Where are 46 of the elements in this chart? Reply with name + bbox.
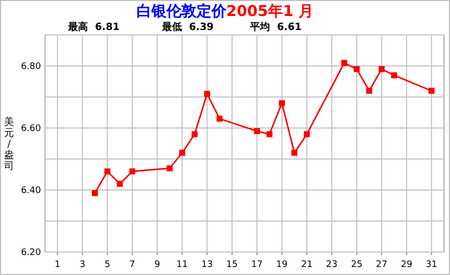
point [116, 180, 123, 187]
point [92, 190, 98, 196]
x-tick-label: 13 [201, 260, 213, 270]
y-axis-title: 美元/盎司 [4, 116, 14, 172]
x-tick-label: 21 [301, 260, 313, 270]
point [278, 100, 285, 106]
x-tick-label: 23 [326, 260, 338, 270]
point [304, 131, 310, 138]
x-tick-label: 25 [350, 260, 362, 270]
x-tick-label: 19 [276, 260, 288, 270]
point [129, 168, 136, 174]
point [354, 66, 360, 72]
y-tick-label: 6.40 [20, 186, 42, 196]
text: 平均 6.61 [249, 21, 302, 33]
x-tick-label: 11 [176, 260, 188, 270]
x-tick-label: 3 [80, 260, 86, 270]
point [366, 88, 372, 94]
point [204, 90, 210, 97]
x-tick-label: 29 [400, 260, 413, 270]
point [391, 72, 398, 78]
point [428, 88, 435, 94]
chart-subtitle: 2005年1 月 [226, 2, 314, 20]
text: 最低 6.39 [161, 21, 214, 33]
y-tick-label: 6.60 [20, 124, 42, 134]
x-tick-label: 15 [226, 260, 238, 270]
x-tick-label: 9 [154, 260, 160, 270]
point [216, 116, 223, 122]
point [179, 150, 186, 156]
y-tick-label: 6.20 [20, 248, 42, 258]
point [266, 131, 272, 138]
x-tick-label: 27 [376, 260, 388, 270]
y-tick-label: 6.80 [20, 62, 42, 72]
x-tick-label: 17 [251, 260, 263, 270]
x-tick-label: 1 [54, 260, 60, 270]
x-tick-label: 31 [426, 260, 438, 270]
point [166, 165, 173, 172]
x-tick-label: 5 [104, 260, 110, 270]
point [378, 66, 385, 72]
x-tick-label: 7 [129, 260, 136, 270]
point [254, 128, 260, 134]
point [341, 60, 348, 66]
point [192, 131, 198, 138]
text: 最高 6.81 [67, 21, 120, 33]
point [291, 150, 298, 156]
chart-title: 白银伦敦定价 [136, 2, 228, 20]
point [104, 168, 110, 174]
